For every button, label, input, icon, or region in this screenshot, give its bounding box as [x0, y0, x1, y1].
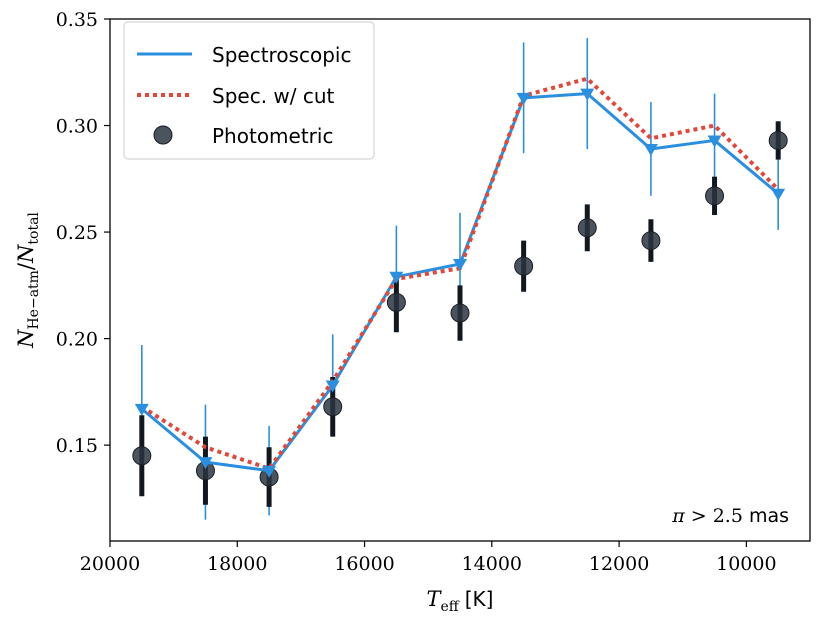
- legend-box: [123, 21, 375, 160]
- annotation-symbol: π: [671, 505, 685, 527]
- spectroscopic-point: [580, 88, 595, 101]
- y-tick-label: 0.30: [56, 116, 98, 138]
- photometric-point: [386, 292, 406, 312]
- x-tick-label: 16000: [334, 553, 394, 575]
- plot-marks: [132, 38, 788, 520]
- photometric-point: [514, 256, 534, 276]
- legend-label-photometric: Photometric: [212, 124, 333, 148]
- y-axis-label: NHe−atm/Ntotal: [14, 212, 42, 349]
- y-axis-num-symbol: N: [14, 329, 38, 349]
- spectroscopic-point: [516, 92, 531, 105]
- spectroscopic-point: [134, 403, 149, 416]
- axis-ticks: 20000 18000 16000 14000 12000 10000 0.15 0.20 0.…: [56, 9, 777, 575]
- x-tick-label: 10000: [716, 553, 776, 575]
- x-tick-label: 18000: [207, 553, 267, 575]
- spectroscopic-point: [771, 188, 786, 201]
- photometric-point: [705, 186, 725, 206]
- legend-swatch-photometric: [153, 125, 173, 145]
- annotation-relation: >: [691, 505, 707, 527]
- annotation-unit: mas: [749, 505, 789, 527]
- y-axis-den-symbol: N: [14, 244, 38, 264]
- photometric-point: [577, 218, 597, 238]
- photometric-point: [132, 446, 152, 466]
- spectroscopic-point: [325, 380, 340, 393]
- y-axis-den-subscript: total: [26, 212, 42, 245]
- y-axis-slash: /: [14, 262, 38, 270]
- parallax-annotation: π >2.5 mas: [671, 505, 789, 527]
- annotation-value: 2.5: [713, 505, 743, 527]
- spectroscopic-point: [643, 143, 658, 156]
- spectroscopic-point: [707, 135, 722, 148]
- photometric-point: [641, 231, 661, 251]
- y-tick-label: 0.25: [56, 222, 98, 244]
- x-axis-symbol: T: [427, 587, 443, 611]
- x-tick-label: 20000: [80, 553, 140, 575]
- x-axis-unit: [K]: [465, 587, 494, 611]
- spectroscopic-point: [262, 465, 277, 478]
- legend-label-spec-cut: Spec. w/ cut: [212, 84, 335, 108]
- photometric-point: [450, 303, 470, 323]
- spectroscopic-point: [198, 457, 213, 470]
- photometric-point: [768, 130, 788, 150]
- x-tick-label: 14000: [462, 553, 522, 575]
- spectroscopic-point: [453, 259, 467, 272]
- x-axis-subscript: eff: [441, 599, 460, 615]
- y-tick-label: 0.20: [56, 329, 98, 351]
- x-tick-label: 12000: [589, 553, 649, 575]
- legend-label-spectroscopic: Spectroscopic: [212, 43, 351, 67]
- photometric-point: [323, 397, 343, 417]
- x-axis-label: Teff [K]: [427, 587, 494, 615]
- y-axis-num-subscript: He−atm: [26, 270, 42, 329]
- y-tick-label: 0.15: [56, 435, 98, 457]
- plot-frame: [109, 18, 811, 542]
- spectroscopic-point: [389, 271, 404, 284]
- legend: Spectroscopic Spec. w/ cut Photometric: [123, 21, 375, 160]
- y-tick-label: 0.35: [56, 9, 98, 31]
